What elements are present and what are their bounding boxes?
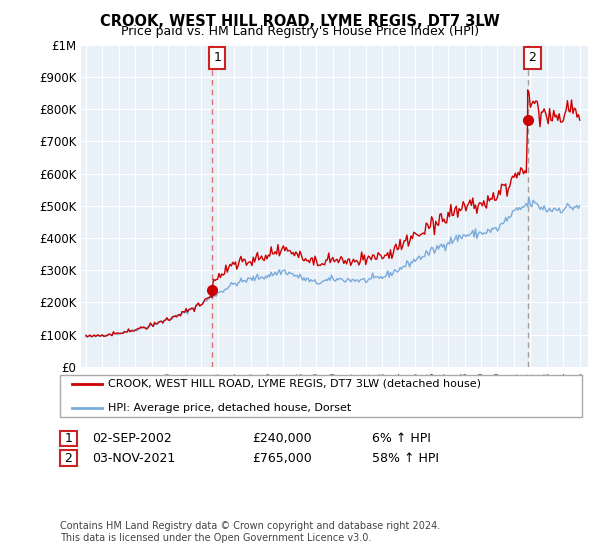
Text: This data is licensed under the Open Government Licence v3.0.: This data is licensed under the Open Gov… xyxy=(60,533,371,543)
Text: £240,000: £240,000 xyxy=(252,432,311,445)
Text: Contains HM Land Registry data © Crown copyright and database right 2024.: Contains HM Land Registry data © Crown c… xyxy=(60,521,440,531)
Text: 6% ↑ HPI: 6% ↑ HPI xyxy=(372,432,431,445)
Text: HPI: Average price, detached house, Dorset: HPI: Average price, detached house, Dors… xyxy=(108,403,351,413)
Text: 58% ↑ HPI: 58% ↑ HPI xyxy=(372,451,439,465)
Text: 2: 2 xyxy=(64,451,73,465)
Text: £765,000: £765,000 xyxy=(252,451,312,465)
Text: 1: 1 xyxy=(64,432,73,445)
Text: 1: 1 xyxy=(213,51,221,64)
Text: Price paid vs. HM Land Registry's House Price Index (HPI): Price paid vs. HM Land Registry's House … xyxy=(121,25,479,38)
Text: 02-SEP-2002: 02-SEP-2002 xyxy=(92,432,172,445)
Text: 2: 2 xyxy=(529,51,536,64)
Text: 03-NOV-2021: 03-NOV-2021 xyxy=(92,451,175,465)
Text: CROOK, WEST HILL ROAD, LYME REGIS, DT7 3LW (detached house): CROOK, WEST HILL ROAD, LYME REGIS, DT7 3… xyxy=(108,379,481,389)
Text: CROOK, WEST HILL ROAD, LYME REGIS, DT7 3LW: CROOK, WEST HILL ROAD, LYME REGIS, DT7 3… xyxy=(100,14,500,29)
